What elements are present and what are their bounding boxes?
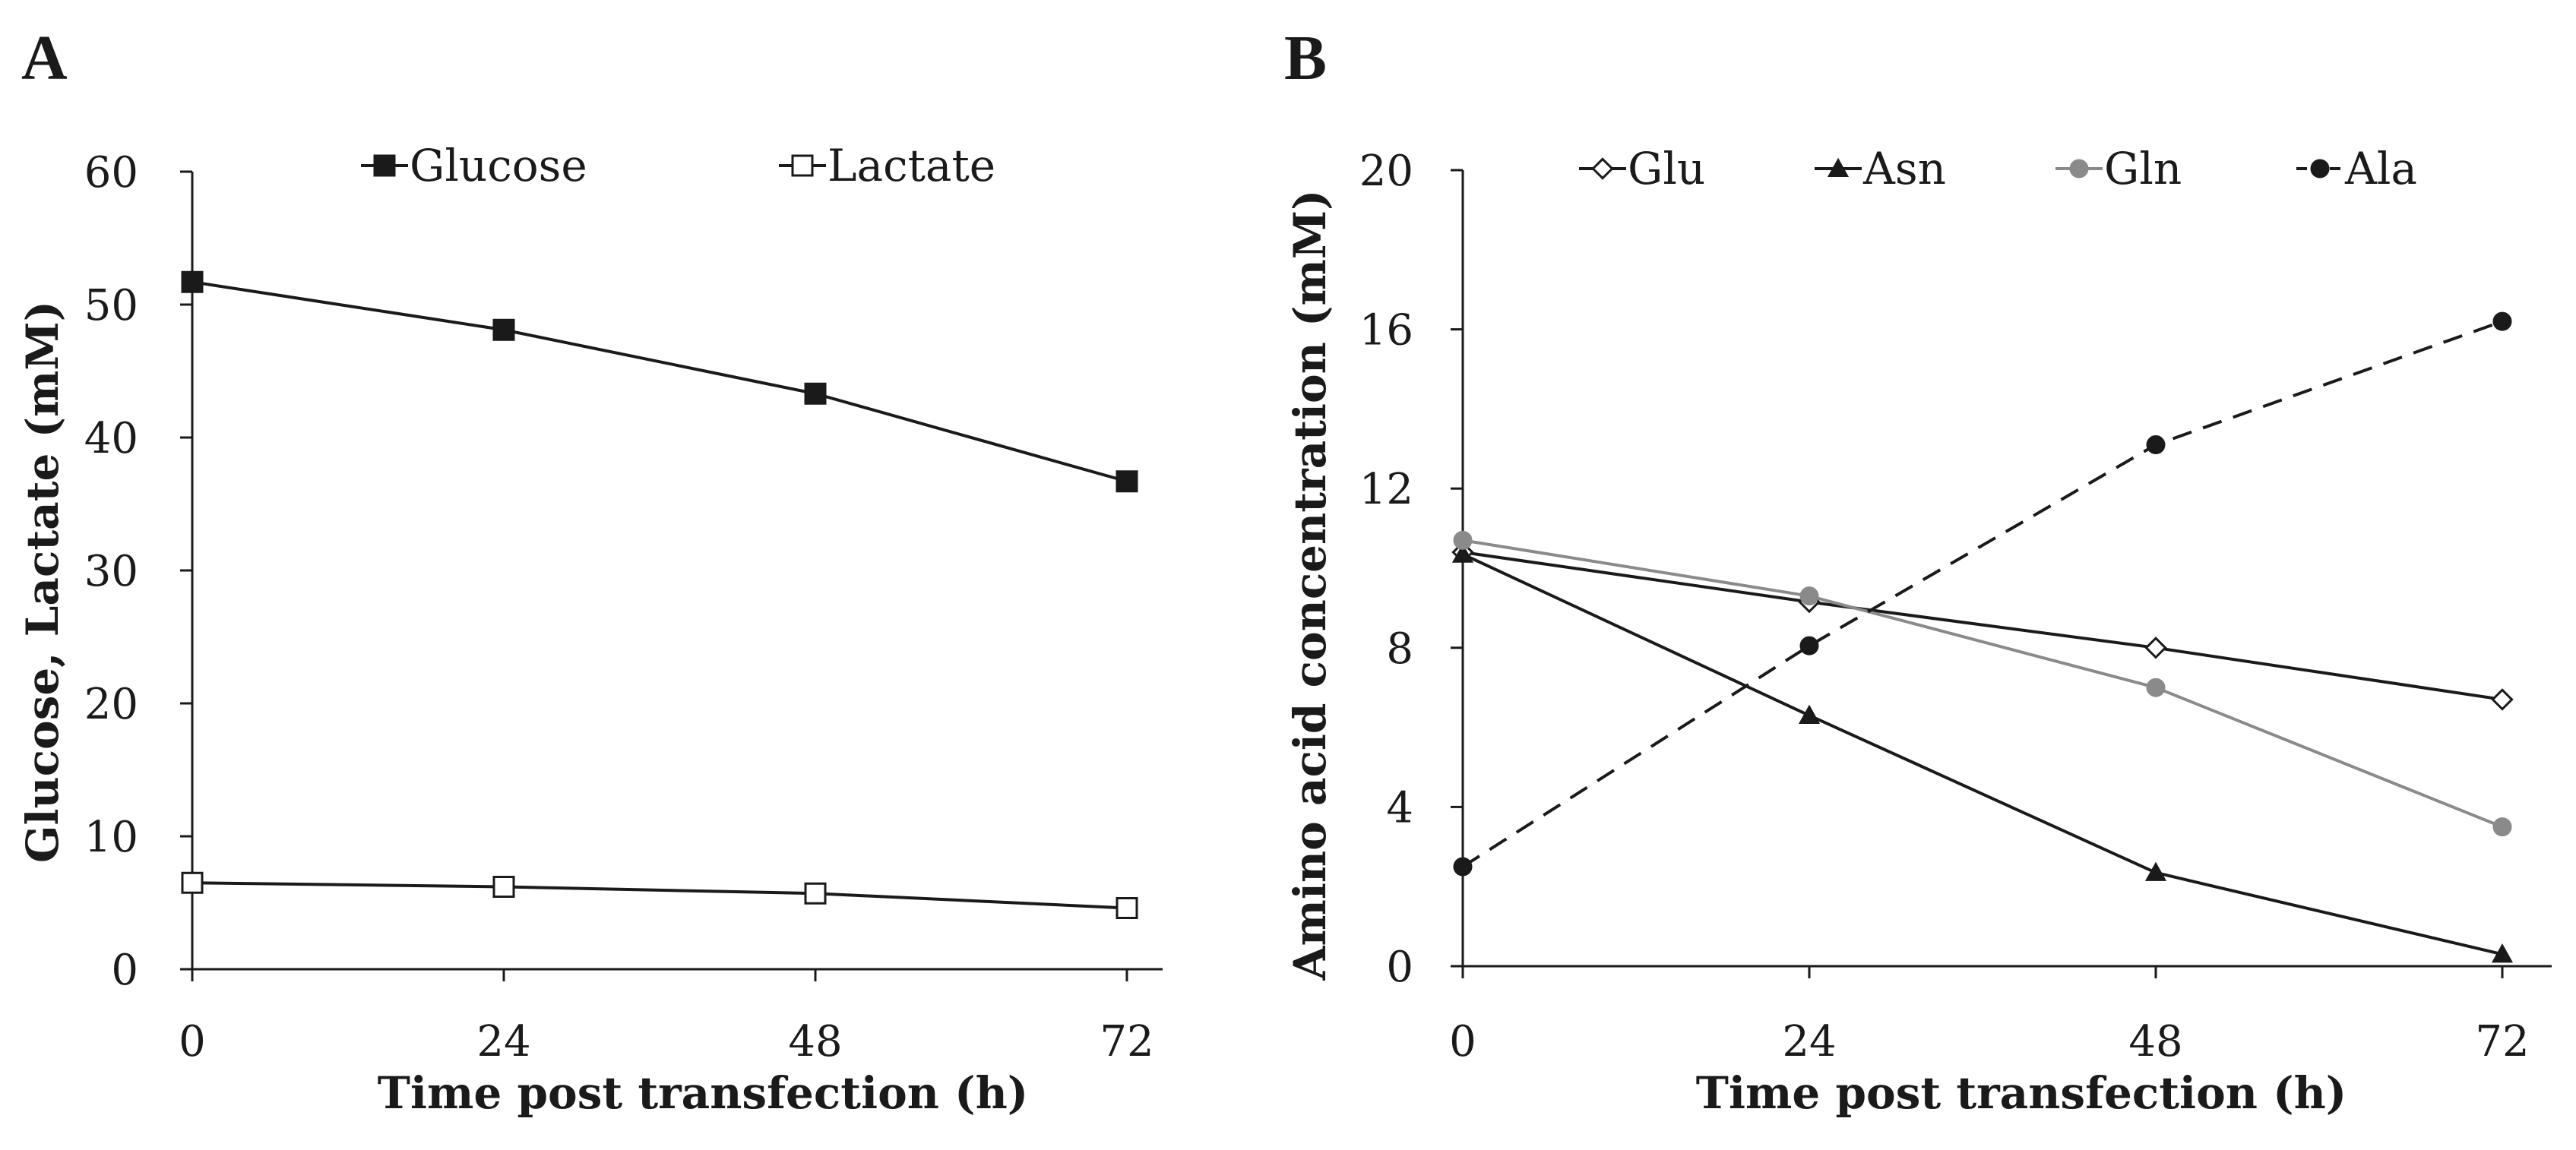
- panel-b-asn-point: [1451, 543, 1474, 563]
- panel-a-glucose-point: [804, 382, 827, 405]
- panel-a-y-tick-label: 60: [84, 148, 138, 197]
- panel-a-y-axis-title: Glucose, Lactate (mM): [17, 301, 68, 863]
- panel-b-gln-point: [1453, 530, 1473, 550]
- panel-b-ala-line: [1461, 320, 2503, 868]
- panel-a-y-tick-label: 20: [84, 680, 138, 729]
- panel-b-y-tick-label: 8: [1386, 624, 1413, 674]
- panel-a-x-axis-title: Time post transfection (h): [378, 1067, 1028, 1119]
- panel-a-legend-lactate-label: Lactate: [828, 140, 995, 191]
- panel-b-series-lines: [1461, 320, 2503, 956]
- panel-b-gln-point: [2492, 817, 2512, 837]
- panel-a: A 0 10 20 30 40 50 60 0 24 48 72 Glucose Lactate Ti…: [17, 23, 1163, 1119]
- panel-a-lactate-point: [181, 871, 204, 894]
- panel-b-asn-line: [1462, 552, 2503, 956]
- panel-b-legend-glu-marker: [1591, 157, 1614, 180]
- panel-a-glucose-line: [191, 280, 1128, 483]
- panel-a-x-tick-label: 48: [788, 1017, 842, 1066]
- panel-a-x-tick-label: 0: [179, 1017, 206, 1066]
- panel-b-ala-point: [1453, 857, 1473, 877]
- panel-b-x-tick-label: 24: [1782, 1017, 1836, 1066]
- panel-b-glu-point: [2491, 688, 2514, 711]
- panel-b-legend: Glu Asn Gln Ala: [1579, 143, 2417, 194]
- panel-a-label: A: [21, 23, 68, 93]
- panel-b-asn-point: [2491, 943, 2514, 963]
- panel-a-glucose-point: [492, 318, 515, 341]
- panel-a-y-tick-label: 30: [84, 547, 138, 596]
- panel-a-axes: [180, 170, 1163, 981]
- panel-a-tick-labels: 0 10 20 30 40 50 60 0 24 48 72: [84, 148, 1154, 1066]
- panel-a-series-lines: [191, 280, 1128, 910]
- panel-b-x-axis-title: Time post transfection (h): [1696, 1067, 2347, 1119]
- panel-a-legend-glucose-marker: [373, 154, 396, 177]
- panel-b-glu-line: [1462, 551, 2503, 701]
- panel-a-y-tick-label: 10: [84, 813, 138, 862]
- panel-b-legend-gln-marker: [2069, 159, 2089, 179]
- panel-b-x-tick-label: 72: [2475, 1017, 2529, 1066]
- panel-a-lactate-point: [492, 876, 515, 898]
- panel-a-lactate-point: [1116, 897, 1138, 919]
- panel-a-glucose-point: [1116, 470, 1138, 493]
- panel-b-y-axis-title: Amino acid concentration (mM): [1284, 190, 1336, 981]
- panel-b-legend-ala-marker: [2310, 159, 2330, 179]
- panel-b-ala-point: [1799, 636, 1819, 656]
- panel-b-legend-asn-marker: [1827, 157, 1850, 178]
- panel-b-legend-glu-label: Glu: [1628, 143, 1705, 194]
- panel-b-markers: [1451, 311, 2514, 963]
- panel-a-y-tick-label: 50: [84, 281, 138, 330]
- panel-b-x-tick-label: 48: [2128, 1017, 2182, 1066]
- panel-b-asn-point: [1798, 704, 1821, 724]
- panel-b-y-tick-label: 0: [1386, 943, 1413, 992]
- panel-b-ala-point: [2146, 435, 2166, 455]
- panel-b-label: B: [1284, 23, 1327, 93]
- panel-a-markers: [181, 270, 1138, 919]
- panel-a-y-tick-label: 40: [84, 414, 138, 463]
- panel-a-legend-lactate-marker: [791, 154, 814, 177]
- panel-a-y-tick-label: 0: [111, 946, 138, 995]
- panel-b-x-tick-label: 0: [1449, 1017, 1476, 1066]
- panel-b-legend-gln-label: Gln: [2104, 143, 2182, 194]
- panel-b-asn-point: [2144, 861, 2167, 881]
- panel-b-legend-asn-label: Asn: [1862, 143, 1946, 194]
- panel-a-lactate-line: [191, 881, 1128, 910]
- panel-a-legend-glucose-label: Glucose: [410, 140, 587, 191]
- panel-b-gln-line: [1462, 539, 2503, 829]
- panel-b-y-tick-label: 16: [1359, 306, 1413, 355]
- panel-a-glucose-point: [181, 270, 204, 293]
- panel-b-y-tick-label: 20: [1359, 147, 1413, 196]
- panel-b-legend-ala-label: Ala: [2344, 143, 2417, 194]
- panel-b-axes: [1451, 169, 2552, 978]
- panel-a-lactate-point: [804, 882, 827, 905]
- panel-a-x-tick-label: 24: [476, 1017, 530, 1066]
- panel-a-legend: Glucose Lactate: [361, 140, 995, 191]
- panel-b-gln-point: [2146, 678, 2166, 697]
- panel-b-gln-point: [1799, 586, 1819, 606]
- panel-b-y-tick-label: 4: [1386, 783, 1413, 832]
- panel-b-glu-point: [2144, 637, 2167, 659]
- panel-a-x-tick-label: 72: [1100, 1017, 1154, 1066]
- panel-b-y-tick-label: 12: [1359, 465, 1413, 514]
- panel-b-ala-point: [2492, 311, 2512, 331]
